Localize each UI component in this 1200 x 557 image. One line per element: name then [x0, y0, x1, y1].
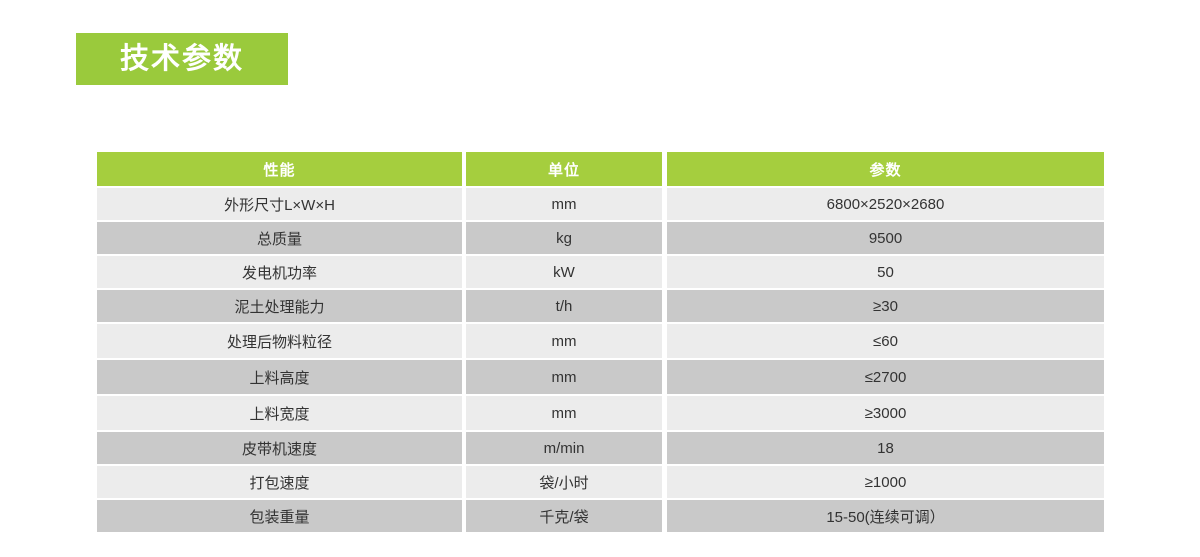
cell-performance: 总质量 [97, 222, 462, 254]
table-row: 打包速度 袋/小时 ≥1000 [97, 466, 1104, 498]
cell-parameter: ≥30 [667, 290, 1104, 322]
cell-parameter: ≤2700 [667, 360, 1104, 394]
cell-unit: mm [466, 188, 662, 220]
cell-unit: m/min [466, 432, 662, 464]
cell-performance: 发电机功率 [97, 256, 462, 288]
cell-parameter: 9500 [667, 222, 1104, 254]
section-title-banner: 技术参数 [76, 33, 288, 85]
cell-parameter: 18 [667, 432, 1104, 464]
cell-parameter: ≥3000 [667, 396, 1104, 430]
column-header-parameter: 参数 [667, 152, 1104, 186]
page-title: 技术参数 [119, 42, 244, 75]
table-row: 包装重量 千克/袋 15-50(连续可调） [97, 500, 1104, 532]
cell-performance: 上料高度 [97, 360, 462, 394]
table-header-row: 性能 单位 参数 [97, 152, 1104, 186]
cell-parameter: ≥1000 [667, 466, 1104, 498]
cell-parameter: 6800×2520×2680 [667, 188, 1104, 220]
column-header-unit: 单位 [466, 152, 662, 186]
cell-unit: kW [466, 256, 662, 288]
cell-performance: 包装重量 [97, 500, 462, 532]
table-row: 泥土处理能力 t/h ≥30 [97, 290, 1104, 322]
cell-performance: 打包速度 [97, 466, 462, 498]
cell-parameter: 15-50(连续可调） [667, 500, 1104, 532]
table-row: 上料高度 mm ≤2700 [97, 360, 1104, 394]
cell-performance: 处理后物料粒径 [97, 324, 462, 358]
table-row: 上料宽度 mm ≥3000 [97, 396, 1104, 430]
cell-unit: kg [466, 222, 662, 254]
table-row: 外形尺寸L×W×H mm 6800×2520×2680 [97, 188, 1104, 220]
cell-performance: 外形尺寸L×W×H [97, 188, 462, 220]
cell-unit: mm [466, 360, 662, 394]
column-header-performance: 性能 [97, 152, 462, 186]
cell-parameter: ≤60 [667, 324, 1104, 358]
table-row: 总质量 kg 9500 [97, 222, 1104, 254]
cell-unit: 千克/袋 [466, 500, 662, 532]
table-row: 发电机功率 kW 50 [97, 256, 1104, 288]
table-row: 皮带机速度 m/min 18 [97, 432, 1104, 464]
cell-unit: mm [466, 396, 662, 430]
cell-unit: t/h [466, 290, 662, 322]
cell-parameter: 50 [667, 256, 1104, 288]
table-row: 处理后物料粒径 mm ≤60 [97, 324, 1104, 358]
cell-performance: 上料宽度 [97, 396, 462, 430]
technical-parameters-table: 性能 单位 参数 外形尺寸L×W×H mm 6800×2520×2680 总质量… [97, 152, 1104, 534]
cell-performance: 泥土处理能力 [97, 290, 462, 322]
cell-unit: 袋/小时 [466, 466, 662, 498]
cell-unit: mm [466, 324, 662, 358]
cell-performance: 皮带机速度 [97, 432, 462, 464]
